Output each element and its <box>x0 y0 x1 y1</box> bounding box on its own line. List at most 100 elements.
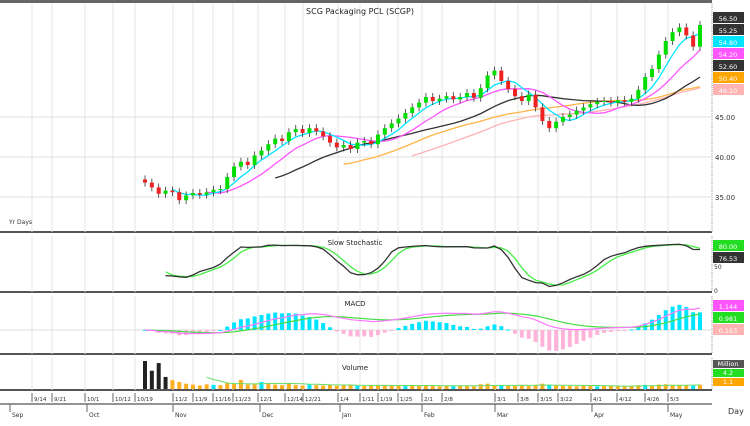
macd-histogram-bar <box>499 326 504 330</box>
legend-value-box <box>713 12 744 23</box>
candle-body <box>684 27 689 36</box>
volume-bar <box>293 384 298 389</box>
legend-value-box <box>713 72 744 83</box>
candle-body <box>334 142 339 148</box>
candle <box>485 71 490 93</box>
macd-histogram-bar <box>513 330 517 334</box>
volume-bar <box>382 385 387 389</box>
candle <box>519 92 524 105</box>
candle-body <box>300 129 305 133</box>
volume-title: Volume <box>342 364 368 372</box>
candle <box>211 185 216 197</box>
macd-histogram-bar <box>211 330 216 332</box>
day-label: 2/8 <box>444 397 453 403</box>
candle <box>362 137 367 147</box>
macd-histogram-bar <box>225 326 230 330</box>
x-axis: 9/14 9/21 10/1 10/12 10/19 11/2 11/9 11/16 11/23… <box>0 393 712 419</box>
price-tick-label: 40.00 <box>715 154 735 162</box>
candle-body <box>252 155 257 165</box>
candle <box>218 185 223 194</box>
candle <box>499 66 504 85</box>
legend-value: 52.60 <box>719 63 738 71</box>
candle <box>444 92 449 103</box>
day-label: 11/2 <box>175 397 187 403</box>
macd-histogram-bar <box>615 330 620 331</box>
candle-body <box>458 97 463 100</box>
volume-bar <box>677 385 682 389</box>
candle-body <box>197 193 202 195</box>
candle-body <box>608 101 613 103</box>
legend-value: 54.20 <box>719 51 738 59</box>
candle-body <box>266 144 271 151</box>
candle <box>430 93 435 105</box>
volume-bar <box>149 370 154 389</box>
volume-bar <box>506 385 511 389</box>
volume-bar <box>540 383 545 389</box>
candle <box>170 186 175 197</box>
candle <box>149 178 154 192</box>
candle-body <box>526 94 531 101</box>
candle-body <box>499 70 504 81</box>
macd-histogram-bar <box>382 330 387 333</box>
volume-bar <box>321 385 326 389</box>
volume-bar <box>492 385 497 389</box>
candle-body <box>663 41 668 55</box>
volume-bar <box>560 385 565 389</box>
candle <box>328 132 332 147</box>
legend-value: Million <box>718 360 739 368</box>
volume-bar <box>574 386 579 389</box>
candle <box>286 128 291 145</box>
macd-histogram-bar <box>389 330 394 331</box>
candle-body <box>519 96 524 101</box>
candle-body <box>348 145 353 149</box>
candle-body <box>273 138 278 145</box>
candle <box>314 124 319 136</box>
candle <box>163 186 168 198</box>
macd-histogram-bar <box>238 319 243 330</box>
volume-bar <box>238 379 243 389</box>
volume-bar <box>355 385 360 389</box>
candle <box>225 173 230 193</box>
macd-histogram-bar <box>663 310 668 330</box>
legend-value: 1.144 <box>719 303 738 311</box>
day-label: 3/8 <box>520 397 529 403</box>
macd-histogram-bar <box>273 312 278 330</box>
candle <box>526 90 531 105</box>
candle-body <box>170 190 175 193</box>
candle-body <box>513 89 517 97</box>
day-label: 3/1 <box>497 397 506 403</box>
volume-bar <box>328 384 332 389</box>
macd-histogram-bar <box>218 329 223 331</box>
legend-value: 80.00 <box>719 243 738 251</box>
legend-value-box <box>713 240 744 251</box>
macd-histogram-bar <box>266 313 271 330</box>
candle <box>684 23 689 40</box>
candle-body <box>163 190 168 194</box>
candle-body <box>650 69 655 77</box>
volume-bar <box>581 385 586 389</box>
volume-bar <box>643 384 648 389</box>
macd-title: MACD <box>345 300 366 308</box>
volume-bar <box>348 385 353 389</box>
candle-body <box>629 98 634 102</box>
macd-histogram-bar <box>533 330 538 343</box>
volume-bar <box>307 384 312 389</box>
candle-body <box>280 138 285 141</box>
candle <box>533 90 538 112</box>
macd-histogram-bar <box>560 330 565 350</box>
candle <box>245 157 250 169</box>
candle-body <box>602 101 607 102</box>
moving-average-5 <box>172 32 701 196</box>
legend-value: 0.981 <box>719 315 738 323</box>
macd-histogram-bar <box>471 328 476 330</box>
chart-title: SCG Packaging PCL (SCGP) <box>306 7 414 16</box>
day-label: 1/4 <box>340 397 349 403</box>
macd-histogram-bar <box>588 330 593 338</box>
candle-body <box>204 192 209 195</box>
candle <box>341 141 346 152</box>
candle-body <box>574 110 579 115</box>
price-tick-label: 35.00 <box>715 194 735 202</box>
volume-bar <box>451 386 456 389</box>
macd-histogram-bar <box>451 324 456 330</box>
candle-body <box>177 192 182 201</box>
